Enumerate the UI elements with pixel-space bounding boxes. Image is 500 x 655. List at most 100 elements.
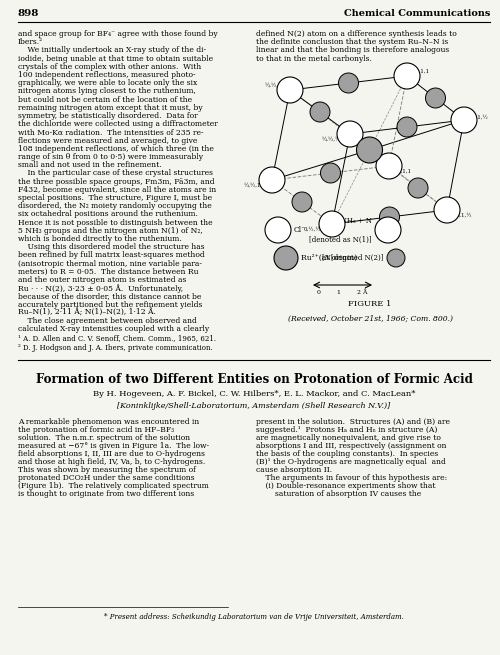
Text: nitrogen atoms lying closest to the ruthenium,: nitrogen atoms lying closest to the ruth…	[18, 87, 196, 96]
Text: been refined by full matrix least-squares method: been refined by full matrix least-square…	[18, 252, 205, 259]
Text: 1,1,1: 1,1,1	[415, 69, 429, 73]
Text: Ru · · · N(2), 3·23 ± 0·05 Å.  Unfortunately,: Ru · · · N(2), 3·23 ± 0·05 Å. Unfortunat…	[18, 284, 183, 293]
Text: ² D. J. Hodgson and J. A. Ibers, private communication.: ² D. J. Hodgson and J. A. Ibers, private…	[18, 344, 213, 352]
Circle shape	[292, 192, 312, 212]
Circle shape	[259, 167, 285, 193]
Text: and the outer nitrogen atom is estimated as: and the outer nitrogen atom is estimated…	[18, 276, 186, 284]
Text: A remarkable phenomenon was encountered in: A remarkable phenomenon was encountered …	[18, 418, 199, 426]
Text: Formation of two Different Entities on Protonation of Formic Acid: Formation of two Different Entities on P…	[36, 373, 472, 386]
Text: (B)¹ the O-hydrogens are magnetically equal  and: (B)¹ the O-hydrogens are magnetically eq…	[256, 458, 446, 466]
Text: (Received, October 21st, 1966; Com. 800.): (Received, October 21st, 1966; Com. 800.…	[288, 315, 452, 323]
Text: the dichloride were collected using a diffractometer: the dichloride were collected using a di…	[18, 121, 218, 128]
Text: range of sin θ from 0 to 0·5) were immeasurably: range of sin θ from 0 to 0·5) were immea…	[18, 153, 203, 161]
Text: 1,1,1: 1,1,1	[397, 168, 411, 174]
Circle shape	[337, 121, 363, 147]
Text: By H. Hogeveen, A. F. Bickel, C. W. Hilbers*, E. L. Mackor, and C. MacLean*: By H. Hogeveen, A. F. Bickel, C. W. Hilb…	[93, 390, 415, 398]
Text: 0,½,½: 0,½,½	[304, 227, 322, 231]
Text: 108 independent reflections, of which three (in the: 108 independent reflections, of which th…	[18, 145, 214, 153]
Circle shape	[451, 107, 477, 133]
Text: Chemical Communications: Chemical Communications	[344, 9, 490, 18]
Circle shape	[338, 73, 358, 93]
Text: iodide, being unable at that time to obtain suitable: iodide, being unable at that time to obt…	[18, 54, 213, 63]
Text: saturation of absorption IV causes the: saturation of absorption IV causes the	[256, 490, 421, 498]
Text: flections were measured and averaged, to give: flections were measured and averaged, to…	[18, 137, 198, 145]
Text: The close agreement between observed and: The close agreement between observed and	[18, 317, 197, 325]
Text: 5 NH₃ groups and the nitrogen atom N(1) of N₂,: 5 NH₃ groups and the nitrogen atom N(1) …	[18, 227, 203, 234]
Text: and space group for BF₄⁻ agree with those found by: and space group for BF₄⁻ agree with thos…	[18, 30, 218, 38]
Text: We initially undertook an X-ray study of the di-: We initially undertook an X-ray study of…	[18, 47, 206, 54]
Text: protonated DCO₂H under the same conditions: protonated DCO₂H under the same conditio…	[18, 474, 195, 482]
Text: with Mo-Kα radiation.  The intensities of 235 re-: with Mo-Kα radiation. The intensities of…	[18, 128, 204, 136]
Text: [Koninklijke/Shell-Laboratorium, Amsterdam (Shell Research N.V.)]: [Koninklijke/Shell-Laboratorium, Amsterd…	[118, 402, 390, 410]
Text: linear and that the bonding is therefore analogous: linear and that the bonding is therefore…	[256, 47, 449, 54]
Text: crystals of the complex with other anions.  With: crystals of the complex with other anion…	[18, 63, 201, 71]
Text: field absorptions I, II, III are due to O-hydrogens: field absorptions I, II, III are due to …	[18, 450, 205, 458]
Text: are magnetically nonequivalent, and give rise to: are magnetically nonequivalent, and give…	[256, 434, 441, 442]
Circle shape	[376, 153, 402, 179]
Text: (Figure 1b).  The relatively complicated spectrum: (Figure 1b). The relatively complicated …	[18, 482, 209, 490]
Circle shape	[265, 217, 291, 243]
Text: to that in the metal carbonyls.: to that in the metal carbonyls.	[256, 54, 372, 63]
Text: ½,½,1: ½,½,1	[244, 183, 262, 187]
Circle shape	[397, 117, 417, 137]
Text: Ru²⁺(at origin): Ru²⁺(at origin)	[301, 254, 357, 262]
Circle shape	[320, 163, 340, 183]
Text: the protonation of formic acid in HF–BF₃: the protonation of formic acid in HF–BF₃	[18, 426, 174, 434]
Text: defined N(2) atom on a difference synthesis leads to: defined N(2) atom on a difference synthe…	[256, 30, 457, 38]
Text: disordered, the N₂ moiety randomly occupying the: disordered, the N₂ moiety randomly occup…	[18, 202, 212, 210]
Circle shape	[310, 102, 330, 122]
Text: accurately partitioned but the refinement yields: accurately partitioned but the refinemen…	[18, 301, 203, 309]
Text: solution.  The n.m.r. spectrum of the solution: solution. The n.m.r. spectrum of the sol…	[18, 434, 190, 442]
Text: and those at high field, IV, Va, b, to C-hydrogens.: and those at high field, IV, Va, b, to C…	[18, 458, 206, 466]
Circle shape	[375, 217, 401, 243]
Text: the definite conclusion that the system Ru–N–N is: the definite conclusion that the system …	[256, 38, 448, 47]
Text: Ru–N(1), 2·11 Å; N(1)–N(2), 1·12 Å.: Ru–N(1), 2·11 Å; N(1)–N(2), 1·12 Å.	[18, 309, 156, 317]
Text: FIGURE 1: FIGURE 1	[348, 300, 392, 308]
Text: Hence it is not possible to distinguish between the: Hence it is not possible to distinguish …	[18, 219, 212, 227]
Text: ¹ A. D. Allen and C. V. Senoff, Chem. Comm., 1965, 621.: ¹ A. D. Allen and C. V. Senoff, Chem. Co…	[18, 334, 216, 342]
Circle shape	[277, 77, 303, 103]
Text: special positions.  The structure, Figure I, must be: special positions. The structure, Figure…	[18, 194, 212, 202]
Text: (anisotropic thermal motion, nine variable para-: (anisotropic thermal motion, nine variab…	[18, 259, 202, 268]
Circle shape	[356, 137, 382, 163]
Text: graphically, we were able to locate only the six: graphically, we were able to locate only…	[18, 79, 197, 87]
Circle shape	[394, 63, 420, 89]
Text: is thought to originate from two different ions: is thought to originate from two differe…	[18, 490, 194, 498]
Text: Cl⁻: Cl⁻	[294, 226, 306, 234]
Text: [N[denoted N(2)]: [N[denoted N(2)]	[322, 254, 384, 262]
Text: 0        1        2 Å: 0 1 2 Å	[318, 289, 368, 295]
Text: which is bonded directly to the ruthenium.: which is bonded directly to the rutheniu…	[18, 235, 182, 243]
Text: 100 independent reflections, measured photo-: 100 independent reflections, measured ph…	[18, 71, 196, 79]
Text: suggested.¹  Protons Hₐ and Hₙ in structure (A): suggested.¹ Protons Hₐ and Hₙ in structu…	[256, 426, 438, 434]
Text: because of the disorder, this distance cannot be: because of the disorder, this distance c…	[18, 292, 202, 301]
Circle shape	[408, 178, 428, 198]
Text: small and not used in the refinement.: small and not used in the refinement.	[18, 161, 162, 169]
Circle shape	[274, 246, 298, 270]
Circle shape	[434, 197, 460, 223]
Text: (i) Double-resonance experiments show that: (i) Double-resonance experiments show th…	[256, 482, 436, 490]
Text: measured at −67° is given in Figure 1a.  The low-: measured at −67° is given in Figure 1a. …	[18, 442, 209, 450]
Text: the three possible space groups, Fm3m, Fä3m, and: the three possible space groups, Fm3m, F…	[18, 178, 214, 185]
Text: absorptions I and III, respectively (assignment on: absorptions I and III, respectively (ass…	[256, 442, 446, 450]
Text: ½,1,½: ½,1,½	[455, 212, 472, 217]
Text: F432, become equivalent, since all the atoms are in: F432, become equivalent, since all the a…	[18, 186, 216, 194]
Text: [denoted as N(1)]: [denoted as N(1)]	[310, 236, 372, 244]
Text: This was shown by measuring the spectrum of: This was shown by measuring the spectrum…	[18, 466, 196, 474]
Circle shape	[387, 249, 405, 267]
Text: symmetry, be statistically disordered.  Data for: symmetry, be statistically disordered. D…	[18, 112, 198, 120]
Text: calculated X-ray intensities coupled with a clearly: calculated X-ray intensities coupled wit…	[18, 325, 209, 333]
Text: * Present address: Scheikundig Laboratorium van de Vrije Universiteit, Amsterdam: * Present address: Scheikundig Laborator…	[104, 613, 404, 621]
Text: The arguments in favour of this hypothesis are:: The arguments in favour of this hypothes…	[256, 474, 448, 482]
Text: In the particular case of these crystal structures: In the particular case of these crystal …	[18, 170, 213, 178]
Text: but could not be certain of the location of the: but could not be certain of the location…	[18, 96, 192, 103]
Text: Ibers.²: Ibers.²	[18, 38, 43, 47]
Text: [NH₃ + N: [NH₃ + N	[338, 216, 372, 224]
Text: 898: 898	[18, 9, 40, 18]
Text: ½,½,1: ½,½,1	[265, 83, 282, 88]
Text: meters) to R = 0·05.  The distance between Ru: meters) to R = 0·05. The distance betwee…	[18, 268, 199, 276]
Text: ½,½,½: ½,½,½	[322, 136, 341, 141]
Text: cause absorption II.: cause absorption II.	[256, 466, 332, 474]
Text: 1,1,½: 1,1,½	[472, 115, 488, 119]
Text: Using this disordered model the structure has: Using this disordered model the structur…	[18, 243, 204, 252]
Circle shape	[380, 207, 400, 227]
